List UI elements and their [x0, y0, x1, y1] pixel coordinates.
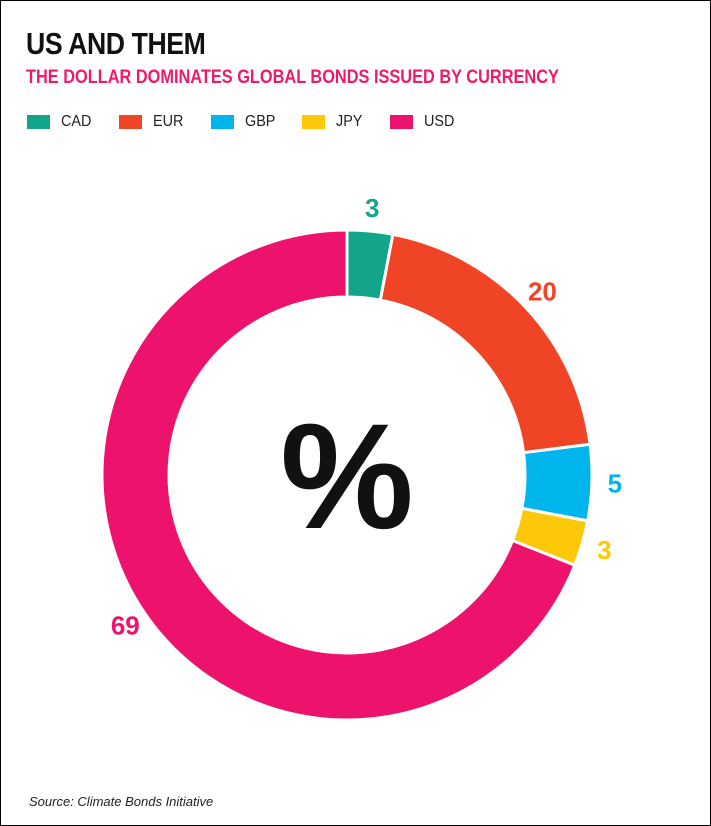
- legend-swatch-eur: [118, 115, 142, 129]
- legend-label-cad: CAD: [61, 113, 92, 130]
- legend-label-gbp: GBP: [244, 113, 275, 130]
- legend-swatch-cad: [27, 115, 50, 129]
- source-note: Source: Climate Bonds Initiative: [29, 794, 214, 809]
- slice-labels: 3 20 5 3 69: [111, 193, 622, 640]
- legend-swatch-jpy: [302, 115, 326, 129]
- legend: CAD EUR GBP JPY USD: [27, 112, 481, 132]
- legend-item-gbp: GBP: [210, 113, 279, 131]
- slice-label-gbp: 5: [608, 468, 622, 498]
- legend-item-usd: USD: [389, 113, 458, 131]
- slice-label-eur: 20: [528, 277, 557, 307]
- legend-label-usd: USD: [423, 113, 455, 130]
- legend-label-jpy: JPY: [336, 113, 363, 130]
- slice-label-cad: 3: [365, 193, 379, 223]
- slice-label-jpy: 3: [597, 535, 611, 565]
- slice-usd: [100, 228, 577, 722]
- legend-label-eur: EUR: [152, 113, 184, 130]
- legend-item-cad: CAD: [27, 113, 95, 131]
- slice-label-usd: 69: [111, 611, 140, 641]
- legend-swatch-gbp: [210, 115, 234, 129]
- chart-title: US AND THEM: [26, 26, 206, 61]
- center-percent-symbol: %: [280, 392, 413, 560]
- chart-subtitle: THE DOLLAR DOMINATES GLOBAL BONDS ISSUED…: [26, 67, 559, 88]
- donut-slices: [100, 228, 594, 722]
- legend-item-jpy: JPY: [302, 113, 365, 131]
- legend-item-eur: EUR: [118, 113, 187, 131]
- legend-swatch-usd: [389, 115, 413, 129]
